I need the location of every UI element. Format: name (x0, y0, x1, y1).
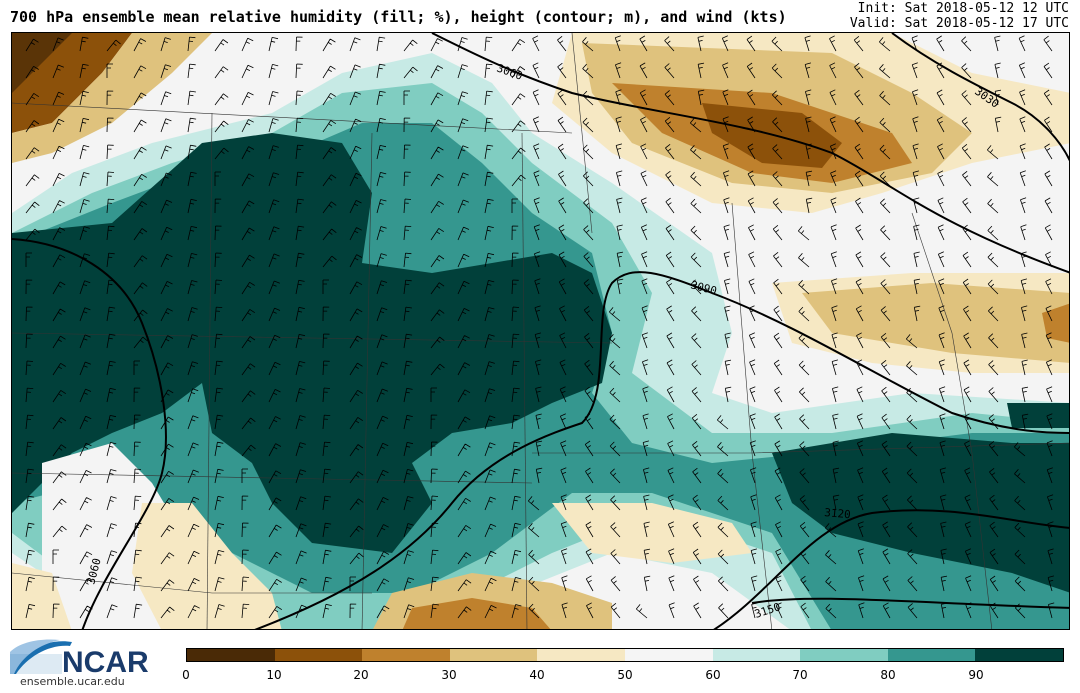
colorbar-tick: 90 (968, 668, 984, 682)
colorbar (186, 648, 1064, 662)
valid-time: Valid: Sat 2018-05-12 17 UTC (849, 16, 1069, 31)
map-title: 700 hPa ensemble mean relative humidity … (10, 8, 787, 26)
logo-text: NCAR (62, 646, 149, 679)
colorbar-segment (975, 649, 1063, 661)
colorbar-segment (624, 649, 713, 661)
colorbar-tick: 20 (353, 668, 369, 682)
colorbar-tick: 50 (617, 668, 633, 682)
time-info: Init: Sat 2018-05-12 12 UTC Valid: Sat 2… (850, 1, 1069, 31)
colorbar-segment (800, 649, 888, 661)
init-time: Init: Sat 2018-05-12 12 UTC (857, 1, 1069, 16)
height-contours (12, 33, 1069, 629)
colorbar-segment (712, 649, 801, 661)
colorbar-segment (187, 649, 275, 661)
weather-map: 3060 3030 3090 3060 3120 3150 (11, 32, 1070, 630)
colorbar-tick: 40 (529, 668, 545, 682)
colorbar-segment (449, 649, 538, 661)
logo-url: ensemble.ucar.edu (20, 675, 125, 688)
colorbar-tick: 30 (441, 668, 457, 682)
colorbar-tick: 60 (705, 668, 721, 682)
colorbar-tick: 70 (792, 668, 808, 682)
colorbar-tick: 80 (880, 668, 896, 682)
colorbar-tick: 10 (266, 668, 282, 682)
wind-barbs (25, 35, 1055, 619)
colorbar-segment (887, 649, 976, 661)
colorbar-segment (274, 649, 363, 661)
contour-label: 3120 (824, 506, 852, 521)
map-canvas: 3060 3030 3090 3060 3120 3150 (12, 33, 1069, 629)
wind-barb-field (25, 35, 1055, 619)
colorbar-segment (537, 649, 625, 661)
colorbar-segment (362, 649, 450, 661)
colorbar-tick: 0 (182, 668, 190, 682)
ncar-logo: NCAR (10, 639, 149, 679)
